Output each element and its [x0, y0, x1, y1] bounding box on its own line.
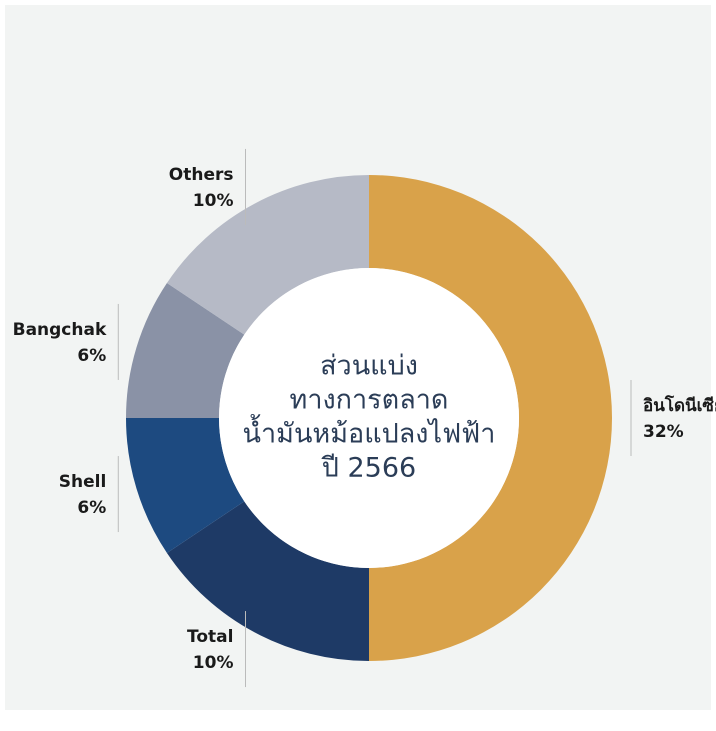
slice-label: Others [169, 165, 234, 185]
center-title: น้ำมันหม้อแปลงไฟฟ้า [243, 414, 496, 450]
donut-segment [369, 175, 612, 661]
donut-segment [166, 175, 369, 335]
slice-value: 32% [643, 422, 684, 442]
slice-label: Bangchak [13, 320, 107, 340]
slice-label: Shell [59, 472, 107, 492]
donut-segment [126, 418, 245, 554]
slice-label: อินโดนีเซีย [643, 395, 716, 416]
donut-hole [219, 268, 519, 568]
slice-label: Total [187, 627, 233, 647]
slice-value: 6% [77, 346, 106, 366]
slice-value: 10% [193, 653, 234, 673]
slice-value: 10% [193, 191, 234, 211]
donut-segment [166, 501, 369, 661]
center-title: ปี 2566 [321, 453, 416, 484]
center-title: ส่วนแบ่ง [320, 351, 418, 382]
donut-segment [126, 282, 245, 418]
slice-value: 6% [77, 498, 106, 518]
center-title: ทางการตลาด [290, 385, 449, 416]
